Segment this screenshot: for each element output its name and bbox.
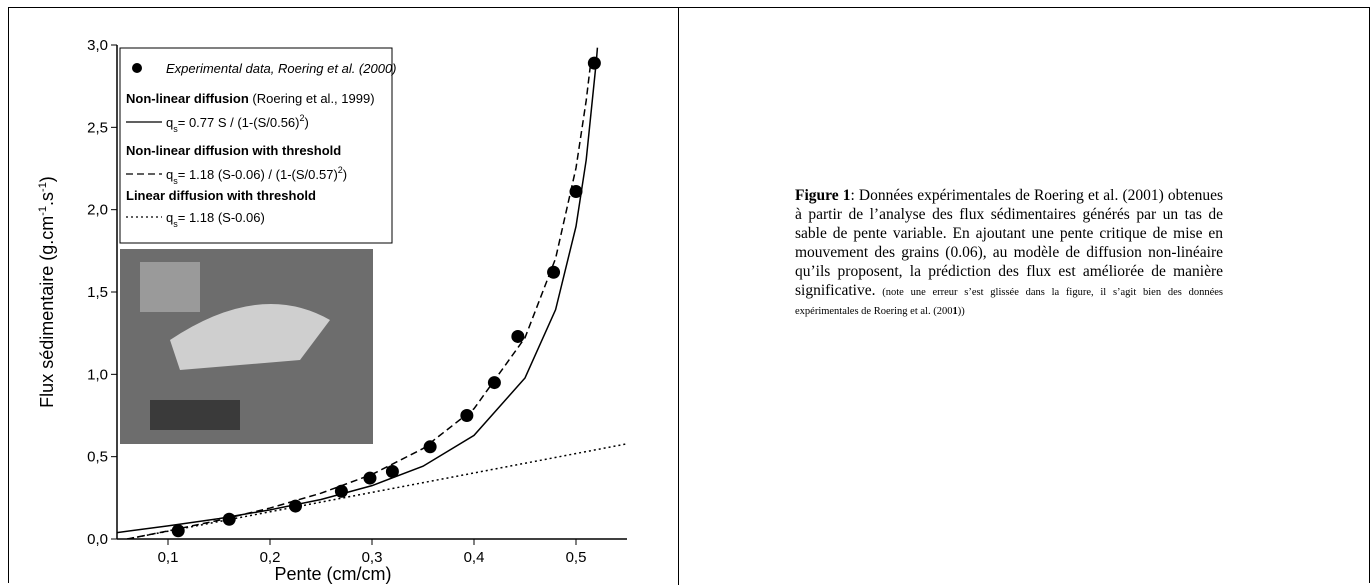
note-bold: 1: [952, 306, 958, 317]
photo-detail: [140, 262, 200, 312]
x-axis-label: Pente (cm/cm): [274, 564, 391, 584]
legend-heading: Non-linear diffusion with threshold: [126, 143, 341, 158]
x-tick-label: 0,1: [158, 549, 179, 566]
caption: Figure 1: Données expérimentales de Roer…: [795, 186, 1223, 319]
data-point: [460, 409, 474, 422]
data-point: [511, 329, 525, 343]
data-point: [487, 376, 501, 390]
y-axis-label: Flux sédimentaire (g.cm-1.s-1): [37, 176, 57, 408]
formula-part: = 1.18 (S-0.06): [178, 210, 265, 225]
legend-formula: qs= 1.18 (S-0.06) / (1-(S/0.57)2): [166, 165, 347, 186]
y-label-part: ): [37, 176, 57, 182]
legend-name: Non-linear diffusion: [126, 91, 249, 106]
y-label-part: .s: [37, 192, 57, 206]
curve: [127, 57, 593, 539]
data-point: [363, 471, 377, 485]
y-label-part: Flux sédimentaire (g.cm: [37, 216, 57, 408]
caption-note: (note une erreur s’est glissée dans la f…: [795, 287, 1223, 317]
legend-heading: Linear diffusion with threshold: [126, 188, 316, 203]
curve: [127, 443, 627, 539]
legend-formula: qs= 0.77 S / (1-(S/0.56)2): [166, 113, 309, 134]
y-tick-label: 1,0: [87, 366, 108, 383]
formula-part: q: [166, 210, 173, 225]
data-point: [289, 499, 302, 513]
legend-heading: Non-linear diffusion (Roering et al., 19…: [126, 91, 375, 106]
y-tick-label: 0,0: [87, 531, 108, 548]
chart: Pente (cm/cm) 0,1 0,2 0,3 0,4 0,5 0,0 0,5 1,0 1,…: [37, 37, 627, 584]
data-point: [569, 185, 583, 199]
data-point: [385, 464, 399, 478]
y-tick-label: 2,5: [87, 119, 108, 136]
legend-formula: qs= 1.18 (S-0.06): [166, 210, 265, 229]
caption-label: Figure 1: [795, 187, 851, 204]
x-tick-label: 0,3: [362, 549, 383, 566]
cell-divider: [678, 7, 679, 585]
data-point: [423, 440, 437, 454]
formula-part: q: [166, 167, 173, 182]
x-tick-label: 0,4: [464, 549, 485, 566]
formula-part: s: [173, 219, 178, 229]
data-point: [547, 265, 561, 279]
y-label-part: -1: [37, 206, 49, 216]
formula-part: 2: [300, 113, 305, 123]
formula-part: = 1.18 (S-0.06) / (1-(S/0.57): [178, 167, 338, 182]
formula-part: ): [305, 115, 309, 130]
photo-detail: [170, 304, 330, 370]
formula-part: s: [173, 176, 178, 186]
y-tick-label: 2,0: [87, 202, 108, 219]
table-frame: [8, 7, 1370, 583]
y-label-part: -1: [37, 182, 49, 192]
formula-part: 2: [338, 165, 343, 175]
note-text: (note une erreur s’est glissée dans la f…: [795, 287, 1223, 317]
legend-name: Linear diffusion with threshold: [126, 188, 316, 203]
x-tick-label: 0,2: [260, 549, 281, 566]
legend-box: [119, 47, 393, 244]
legend-note: (Roering et al., 1999): [252, 91, 374, 106]
legend-name: Non-linear diffusion with threshold: [126, 143, 341, 158]
formula-part: s: [173, 124, 178, 134]
photo-detail: [150, 400, 240, 430]
data-point: [171, 524, 185, 538]
formula-part: = 0.77 S / (1-(S/0.56): [178, 115, 300, 130]
legend-marker: [132, 63, 142, 73]
plot-area: [117, 47, 627, 539]
caption-text: : Données expérimentales de Roering et a…: [795, 187, 1224, 299]
note-text: )): [957, 306, 965, 317]
y-tick-label: 0,5: [87, 449, 108, 466]
legend-label: Experimental data, Roering et al. (2000): [166, 61, 397, 76]
formula-part: q: [166, 115, 173, 130]
formula-part: ): [343, 167, 347, 182]
curve: [117, 47, 599, 534]
x-tick-label: 0,5: [566, 549, 587, 566]
y-tick-label: 1,5: [87, 284, 108, 301]
y-tick-label: 3,0: [87, 37, 108, 54]
